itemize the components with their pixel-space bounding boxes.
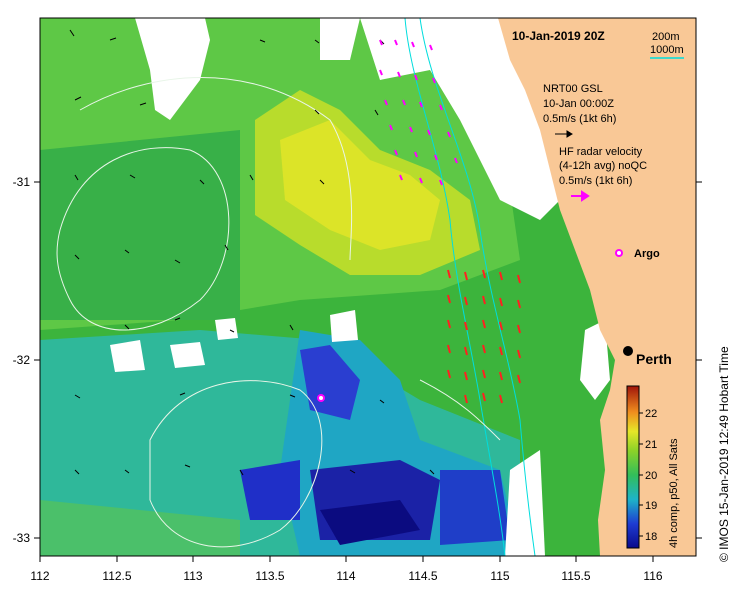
x-tick-label: 112	[30, 569, 49, 583]
x-tick-label: 113.5	[255, 569, 284, 583]
perth-city-label: Perth	[636, 351, 672, 367]
gsl-scale-arrow	[555, 130, 573, 138]
colorbar-tick-label: 18	[645, 531, 657, 543]
colorbar-label: 4h comp, p50, All Sats	[668, 438, 680, 548]
argo-legend-label: Argo	[634, 248, 660, 260]
imos-credit: © IMOS 15-Jan-2019 12:49 Hobart Time	[717, 346, 731, 562]
contour-1000m-label: 1000m	[650, 44, 684, 56]
x-axis	[39, 556, 654, 562]
sst-isotherms	[56, 77, 501, 548]
hf-legend-title: HF radar velocity	[559, 146, 643, 158]
colorbar-ticks	[639, 412, 643, 537]
bathymetry-contours	[404, 18, 536, 556]
gsl-legend-date: 10-Jan 00:00Z	[543, 98, 614, 110]
argo-legend-icon	[615, 249, 623, 257]
colorbar-tick-label: 22	[645, 408, 657, 420]
hf-legend-scale: 0.5m/s (1kt 6h)	[559, 175, 632, 187]
hf-scale-arrow	[571, 190, 590, 202]
cloud-mask	[110, 18, 610, 556]
land	[498, 18, 696, 556]
hf-radar-arrows	[379, 39, 521, 404]
x-tick-label: 114.5	[408, 569, 437, 583]
sst-field	[40, 18, 520, 556]
x-tick-label: 115.5	[561, 569, 590, 583]
hf-legend-subtitle: (4-12h avg) noQC	[559, 160, 647, 172]
y-axis	[34, 181, 702, 539]
colorbar-tick-label: 19	[645, 500, 657, 512]
x-tick-label: 114	[336, 569, 355, 583]
contour-200m-label: 200m	[652, 31, 680, 43]
map-frame	[39, 17, 697, 557]
x-tick-label: 113	[183, 569, 202, 583]
gsl-legend-title: NRT00 GSL	[543, 83, 603, 95]
perth-city-marker	[623, 346, 633, 356]
y-tick-label: -32	[13, 353, 31, 367]
argo-float-marker	[317, 394, 325, 402]
colorbar-tick-label: 20	[645, 470, 657, 482]
colorbar	[626, 385, 640, 549]
y-tick-label: -33	[13, 531, 31, 545]
x-tick-label: 115	[490, 569, 509, 583]
y-tick-label: -31	[13, 175, 31, 189]
gsl-legend-scale: 0.5m/s (1kt 6h)	[543, 113, 616, 125]
gsl-arrows	[69, 29, 435, 476]
x-tick-label: 112.5	[102, 569, 131, 583]
map-title: 10-Jan-2019 20Z	[512, 29, 605, 43]
x-tick-label: 116	[643, 569, 662, 583]
colorbar-tick-label: 21	[645, 439, 657, 451]
